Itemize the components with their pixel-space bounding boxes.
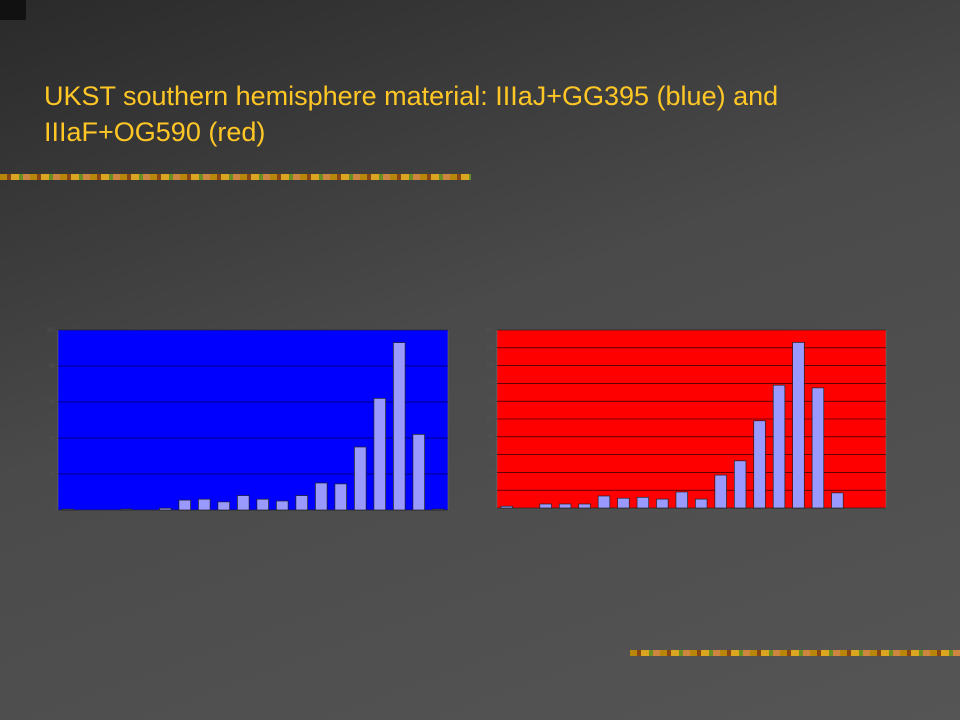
bar xyxy=(733,460,747,509)
bar xyxy=(237,495,250,511)
decor-stripe xyxy=(0,174,471,180)
bar xyxy=(753,420,766,509)
bar xyxy=(217,501,230,511)
y-tick-label: 60 xyxy=(49,399,55,405)
y-tick-label: 40 xyxy=(49,435,55,441)
y-tick-label: 80 xyxy=(49,363,55,369)
y-tick-label: 120 xyxy=(486,399,495,405)
bar xyxy=(675,491,688,509)
y-tick-label: 160 xyxy=(486,363,495,369)
bar xyxy=(578,503,591,509)
y-tick-label: 200 xyxy=(486,327,495,333)
bar xyxy=(198,498,211,511)
bar xyxy=(256,498,269,511)
bar xyxy=(811,387,825,509)
bar xyxy=(772,384,786,509)
bar xyxy=(120,508,133,511)
bar xyxy=(315,482,328,511)
bar xyxy=(792,342,805,509)
y-tick-label: 180 xyxy=(486,345,495,351)
bar xyxy=(636,496,650,509)
y-tick-label: 80 xyxy=(488,434,494,440)
decor-stripe xyxy=(630,650,960,656)
y-tick-label: 40 xyxy=(488,470,494,476)
bar xyxy=(276,500,289,511)
y-tick-label: 20 xyxy=(488,488,494,494)
bar xyxy=(373,398,386,511)
slide-title: UKST southern hemisphere material: IIIaJ… xyxy=(44,81,779,147)
y-tick-label: 60 xyxy=(488,452,494,458)
bar xyxy=(500,505,513,509)
bar xyxy=(539,503,552,509)
plot-area xyxy=(57,329,449,511)
bar xyxy=(831,492,844,509)
y-tick-label: 140 xyxy=(486,381,495,387)
bar xyxy=(656,498,669,509)
bar xyxy=(695,498,708,509)
bar xyxy=(432,508,445,511)
y-tick-label: 100 xyxy=(486,416,495,422)
y-tick-label: 20 xyxy=(49,471,55,477)
corner-mark xyxy=(0,0,26,20)
bar xyxy=(617,497,630,509)
bar xyxy=(393,342,406,511)
bar xyxy=(412,434,425,511)
bar xyxy=(558,503,572,509)
bar xyxy=(334,483,347,511)
bar xyxy=(61,508,74,511)
bar xyxy=(597,495,611,509)
y-tick-label: 0 xyxy=(491,505,494,511)
bar xyxy=(714,474,727,509)
bar xyxy=(178,499,191,511)
bar xyxy=(354,446,367,511)
bar xyxy=(295,495,308,511)
y-tick-label: 0 xyxy=(52,507,55,513)
bar xyxy=(159,507,172,511)
y-tick-label: 100 xyxy=(47,327,56,333)
